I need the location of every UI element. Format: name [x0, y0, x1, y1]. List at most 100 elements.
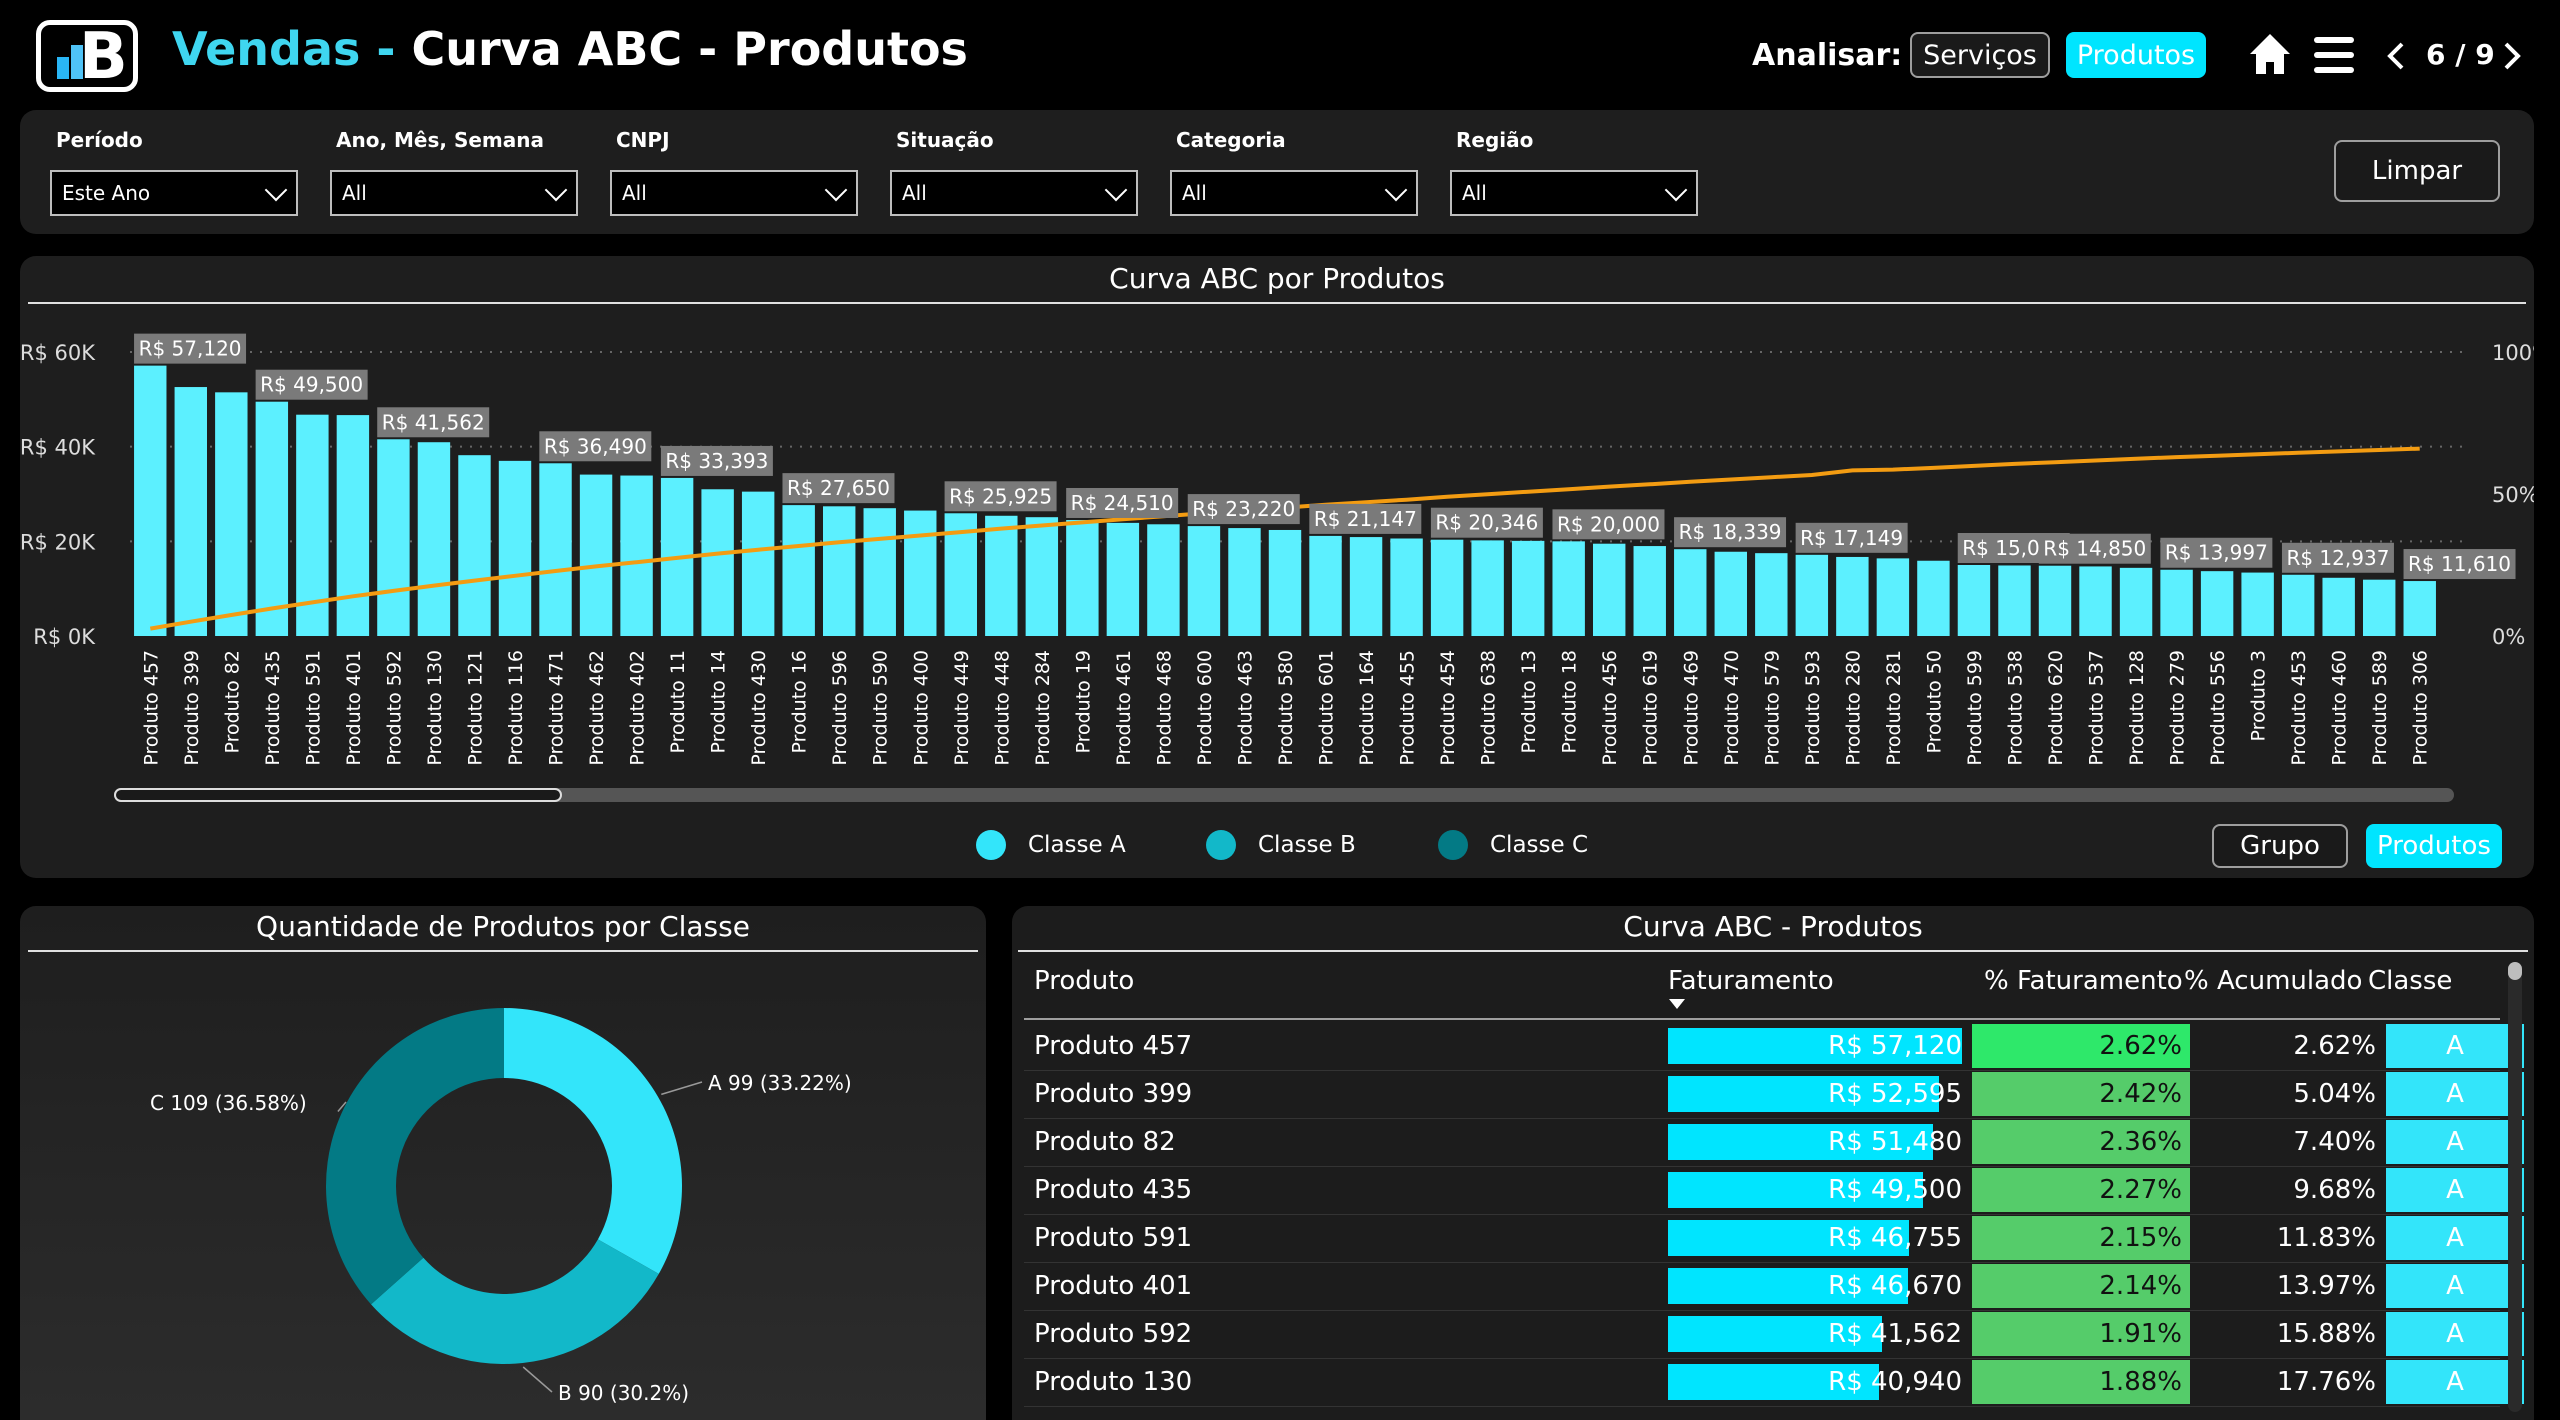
produtos-button[interactable]: Produtos	[2066, 32, 2206, 78]
col-header-produto[interactable]: Produto	[1034, 966, 1135, 996]
table-row[interactable]: Produto 592 R$ 41,562 1.91% 15.88% A	[1024, 1310, 2524, 1359]
filter-select-2[interactable]: All	[610, 170, 858, 216]
col-header-classe[interactable]: Classe	[2368, 966, 2453, 996]
bar	[1755, 553, 1788, 636]
page-title: Vendas - Curva ABC - Produtos	[172, 22, 968, 76]
table-row[interactable]: Produto 457 R$ 57,120 2.62% 2.62% A	[1024, 1022, 2524, 1071]
chevron-right-icon[interactable]	[2500, 40, 2522, 72]
data-label: R$ 41,562	[377, 407, 490, 438]
faturamento-bar	[1668, 1364, 1879, 1400]
x-tick-label: Produto 469	[1680, 650, 1702, 766]
bar	[1917, 560, 1950, 636]
servicos-button[interactable]: Serviços	[1910, 32, 2050, 78]
table-row[interactable]: Produto 399 R$ 52,595 2.42% 5.04% A	[1024, 1070, 2524, 1119]
table-row[interactable]: Produto 401 R$ 46,670 2.14% 13.97% A	[1024, 1262, 2524, 1311]
table-scrollbar-track[interactable]	[2508, 962, 2522, 1412]
x-tick-label: Produto 3	[2248, 650, 2270, 741]
table-scrollbar-thumb[interactable]	[2508, 962, 2522, 980]
bar	[1593, 543, 1626, 636]
cell-pct-acumulado: 11.83%	[2276, 1223, 2376, 1253]
filter-select-0[interactable]: Este Ano	[50, 170, 298, 216]
menu-icon[interactable]	[2312, 34, 2356, 76]
filter-select-4[interactable]: All	[1170, 170, 1418, 216]
data-label: R$ 13,997	[2160, 537, 2273, 568]
x-tick-label: Produto 580	[1275, 650, 1297, 766]
table-row[interactable]: Produto 591 R$ 46,755 2.15% 11.83% A	[1024, 1214, 2524, 1263]
table-row[interactable]: Produto 82 R$ 51,480 2.36% 7.40% A	[1024, 1118, 2524, 1167]
x-tick-label: Produto 596	[829, 650, 851, 766]
svg-text:R$ 11,610: R$ 11,610	[2408, 552, 2511, 576]
cell-pct-acumulado: 7.40%	[2293, 1127, 2376, 1157]
produtos-toggle-button[interactable]: Produtos	[2366, 824, 2502, 868]
table-row[interactable]: Produto 435 R$ 49,500 2.27% 9.68% A	[1024, 1166, 2524, 1215]
x-tick-label: Produto 593	[1802, 650, 1824, 766]
cell-pct-acumulado: 9.68%	[2293, 1175, 2376, 1205]
cell-faturamento: R$ 51,480	[1828, 1127, 1962, 1157]
data-label: R$ 27,650	[782, 473, 895, 504]
x-tick-label: Produto 599	[1964, 650, 1986, 766]
x-tick-label: Produto 50	[1923, 650, 1945, 754]
faturamento-bar	[1668, 1076, 1939, 1112]
x-tick-label: Produto 430	[748, 650, 770, 766]
x-tick-label: Produto 460	[2329, 650, 2351, 766]
chevron-down-icon	[544, 178, 568, 202]
table-row[interactable]: Produto 130 R$ 40,940 1.88% 17.76% A	[1024, 1358, 2524, 1407]
filter-select-3[interactable]: All	[890, 170, 1138, 216]
bar	[1511, 540, 1545, 636]
svg-text:R$ 23,220: R$ 23,220	[1192, 497, 1295, 521]
sort-desc-icon[interactable]	[1668, 998, 1686, 1010]
x-tick-label: Produto 601	[1316, 650, 1338, 766]
cell-pct-acumulado: 15.88%	[2276, 1319, 2376, 1349]
col-header-pct-faturamento[interactable]: % Faturamento	[1984, 966, 2183, 996]
x-tick-label: Produto 619	[1640, 650, 1662, 766]
bar	[2038, 565, 2072, 636]
chevron-left-icon[interactable]	[2386, 40, 2408, 72]
svg-text:R$ 12,937: R$ 12,937	[2286, 546, 2389, 570]
svg-text:R$ 21,147: R$ 21,147	[1314, 507, 1417, 531]
chart-scrollbar-track[interactable]	[114, 788, 2454, 802]
bar	[2363, 579, 2396, 636]
filter-label-3: Situação	[896, 128, 994, 152]
bar	[1106, 522, 1140, 636]
chart-scrollbar-thumb[interactable]	[114, 788, 562, 802]
cell-classe: A	[2386, 1120, 2524, 1164]
legend-dot-c	[1438, 830, 1468, 860]
cell-pct-faturamento: 1.91%	[1972, 1312, 2190, 1356]
x-tick-label: Produto 121	[464, 650, 486, 766]
x-tick-label: Produto 463	[1234, 650, 1256, 766]
x-tick-label: Produto 592	[383, 650, 405, 766]
bar	[539, 463, 572, 636]
analisar-label: Analisar:	[1752, 38, 1903, 73]
x-tick-label: Produto 435	[262, 650, 284, 766]
bar	[782, 505, 815, 636]
brand-logo: B	[36, 20, 138, 92]
cell-pct-acumulado: 17.76%	[2276, 1367, 2376, 1397]
home-icon[interactable]	[2248, 32, 2292, 78]
bar	[498, 460, 532, 636]
donut-title: Quantidade de Produtos por Classe	[256, 910, 750, 943]
bar	[1836, 556, 1869, 636]
col-header-faturamento[interactable]: Faturamento	[1668, 966, 1834, 996]
data-label: R$ 33,393	[660, 445, 773, 476]
x-tick-label: Produto 579	[1761, 650, 1783, 766]
x-tick-label: Produto 13	[1518, 650, 1540, 754]
clear-filters-button[interactable]: Limpar	[2334, 140, 2500, 202]
svg-text:R$ 20,000: R$ 20,000	[1557, 512, 1660, 536]
table-title-rule	[1018, 950, 2528, 952]
data-label: R$ 24,510	[1066, 487, 1179, 518]
bar	[215, 392, 248, 636]
cell-classe: A	[2386, 1264, 2524, 1308]
y-tick-label: R$ 40K	[20, 436, 96, 460]
svg-text:R$ 27,650: R$ 27,650	[787, 476, 890, 500]
cell-classe: A	[2386, 1216, 2524, 1260]
filter-select-1[interactable]: All	[330, 170, 578, 216]
bar	[741, 491, 775, 636]
filter-label-5: Região	[1456, 128, 1534, 152]
x-tick-label: Produto 537	[2086, 650, 2108, 766]
col-header-pct-acumulado[interactable]: % Acumulado	[2184, 966, 2363, 996]
x-tick-label: Produto 600	[1194, 650, 1216, 766]
filter-select-5[interactable]: All	[1450, 170, 1698, 216]
cell-produto: Produto 82	[1034, 1127, 1176, 1157]
svg-text:R$ 20,346: R$ 20,346	[1435, 511, 1538, 535]
grupo-toggle-button[interactable]: Grupo	[2212, 824, 2348, 868]
